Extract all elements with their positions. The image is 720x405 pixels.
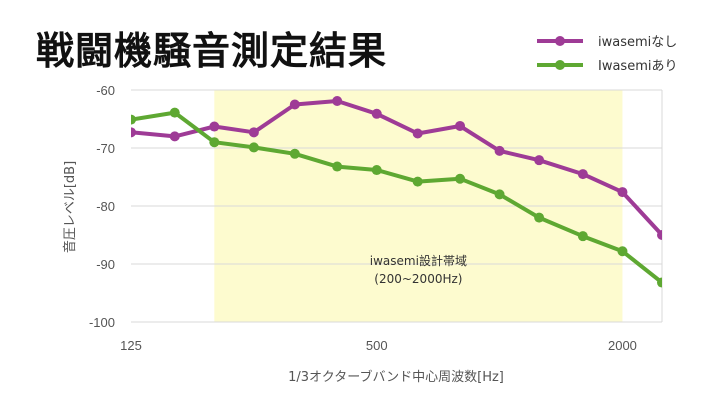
x-tick-label: 2000: [608, 338, 637, 353]
y-tick-label: -90: [96, 257, 115, 272]
slide-title: 戦闘機騒音測定結果: [36, 29, 388, 73]
series-1-point: [698, 258, 708, 268]
legend-label-series-1: iwasemiなし: [598, 35, 677, 50]
series-2-point: [371, 165, 382, 176]
series-2-point: [455, 173, 466, 184]
legend: iwasemiなし Iwasemiあり: [537, 35, 677, 74]
series-2-point: [169, 107, 180, 118]
legend-marker-series-2: [555, 60, 565, 70]
series-2-point: [332, 161, 343, 172]
series-2-point: [657, 277, 662, 288]
series-1-point: [455, 120, 466, 131]
series-group: [131, 96, 708, 315]
series-2-point: [534, 212, 545, 223]
series-1-point: [131, 127, 136, 138]
legend-label-series-2: Iwasemiあり: [598, 59, 677, 74]
series-1-point: [371, 108, 382, 119]
x-tick-label: 500: [366, 338, 388, 353]
series-1-point: [657, 230, 662, 240]
series-2-point: [494, 189, 505, 200]
series-2-point: [412, 176, 423, 187]
y-tick-label: -80: [96, 199, 115, 214]
series-1-point: [169, 131, 180, 142]
legend-marker-series-1: [555, 36, 565, 46]
y-axis-label: 音圧レベル[dB]: [62, 161, 78, 253]
series-2-point: [577, 231, 588, 242]
series-1-point: [534, 155, 545, 166]
series-1-point: [248, 127, 259, 138]
y-tick-label: -70: [96, 141, 115, 156]
x-axis-label: 1/3オクターブバンド中心周波数[Hz]: [288, 369, 504, 385]
x-tick-labels: 125 500 2000: [120, 338, 637, 353]
series-1-point: [289, 99, 300, 110]
band-label-line1: iwasemi設計帯域: [370, 253, 467, 268]
y-tick-labels: -60 -70 -80 -90 -100: [89, 83, 115, 330]
series-1-point: [412, 128, 423, 139]
series-1-point: [332, 96, 343, 107]
series-2-point: [131, 114, 136, 125]
y-tick-label: -60: [96, 83, 115, 98]
series-1-point: [617, 187, 628, 198]
series-1-point: [577, 169, 588, 180]
series-2-point: [617, 246, 628, 257]
grid-lines: [131, 89, 663, 323]
series-2-point: [698, 305, 708, 315]
series-1-point: [209, 121, 220, 132]
y-tick-label: -100: [89, 315, 115, 330]
series-2-point: [289, 148, 300, 159]
series-2-point: [209, 137, 220, 148]
x-tick-label: 125: [120, 338, 142, 353]
band-label-line2: (200~2000Hz): [374, 272, 462, 286]
series-2-point: [248, 142, 259, 153]
series-1-point: [494, 145, 505, 156]
